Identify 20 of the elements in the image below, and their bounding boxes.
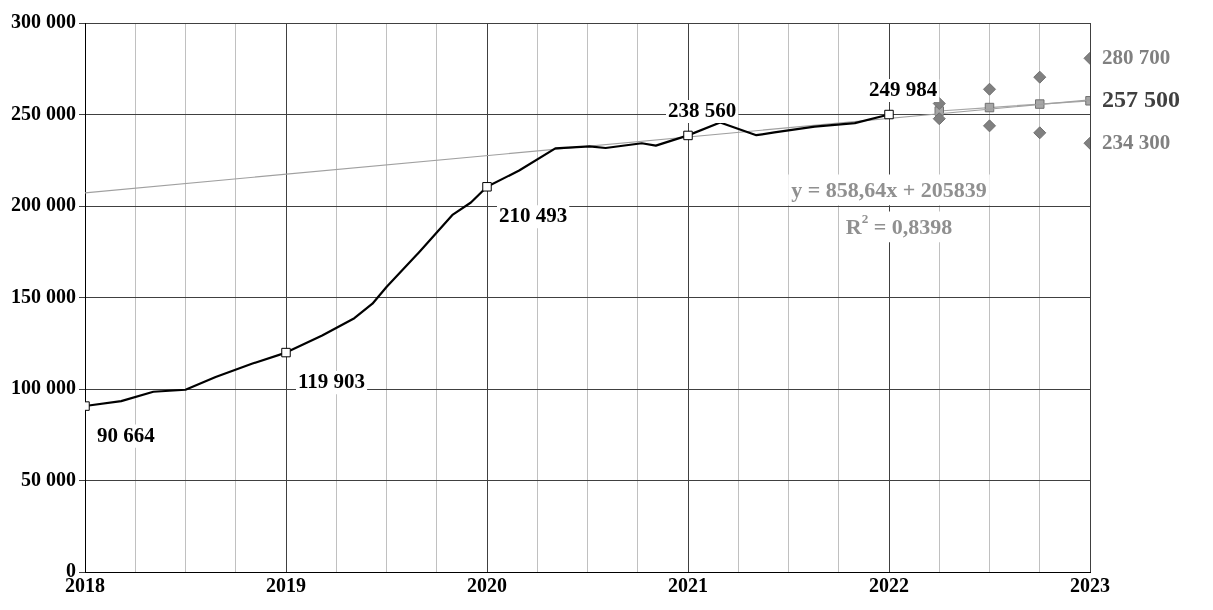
- x-tick-label: 2022: [869, 574, 909, 597]
- y-tick-label: 100 000: [11, 376, 76, 399]
- x-tick-label: 2021: [668, 574, 708, 597]
- x-tick-label: 2019: [266, 574, 306, 597]
- data-label: 90 664: [97, 422, 156, 447]
- data-label: 210 493: [499, 203, 568, 228]
- y-tick-label: 50 000: [21, 467, 76, 490]
- y-tick-label: 200 000: [11, 193, 76, 216]
- x-tick-label: 2023: [1070, 574, 1110, 597]
- data-label: 119 903: [298, 369, 366, 393]
- data-label: 280 700: [1102, 44, 1171, 69]
- data-label: 249 984: [869, 76, 938, 101]
- data-label: 257 500: [1102, 85, 1180, 112]
- x-tick-label: 2020: [467, 574, 507, 597]
- annotation: y = 858,64x + 205839: [791, 176, 987, 202]
- y-tick-label: 150 000: [11, 284, 76, 307]
- y-tick-label: 250 000: [11, 101, 76, 124]
- data-label: 238 560: [668, 97, 737, 122]
- y-tick-label: 300 000: [11, 10, 76, 33]
- data-label: 234 300: [1102, 129, 1171, 154]
